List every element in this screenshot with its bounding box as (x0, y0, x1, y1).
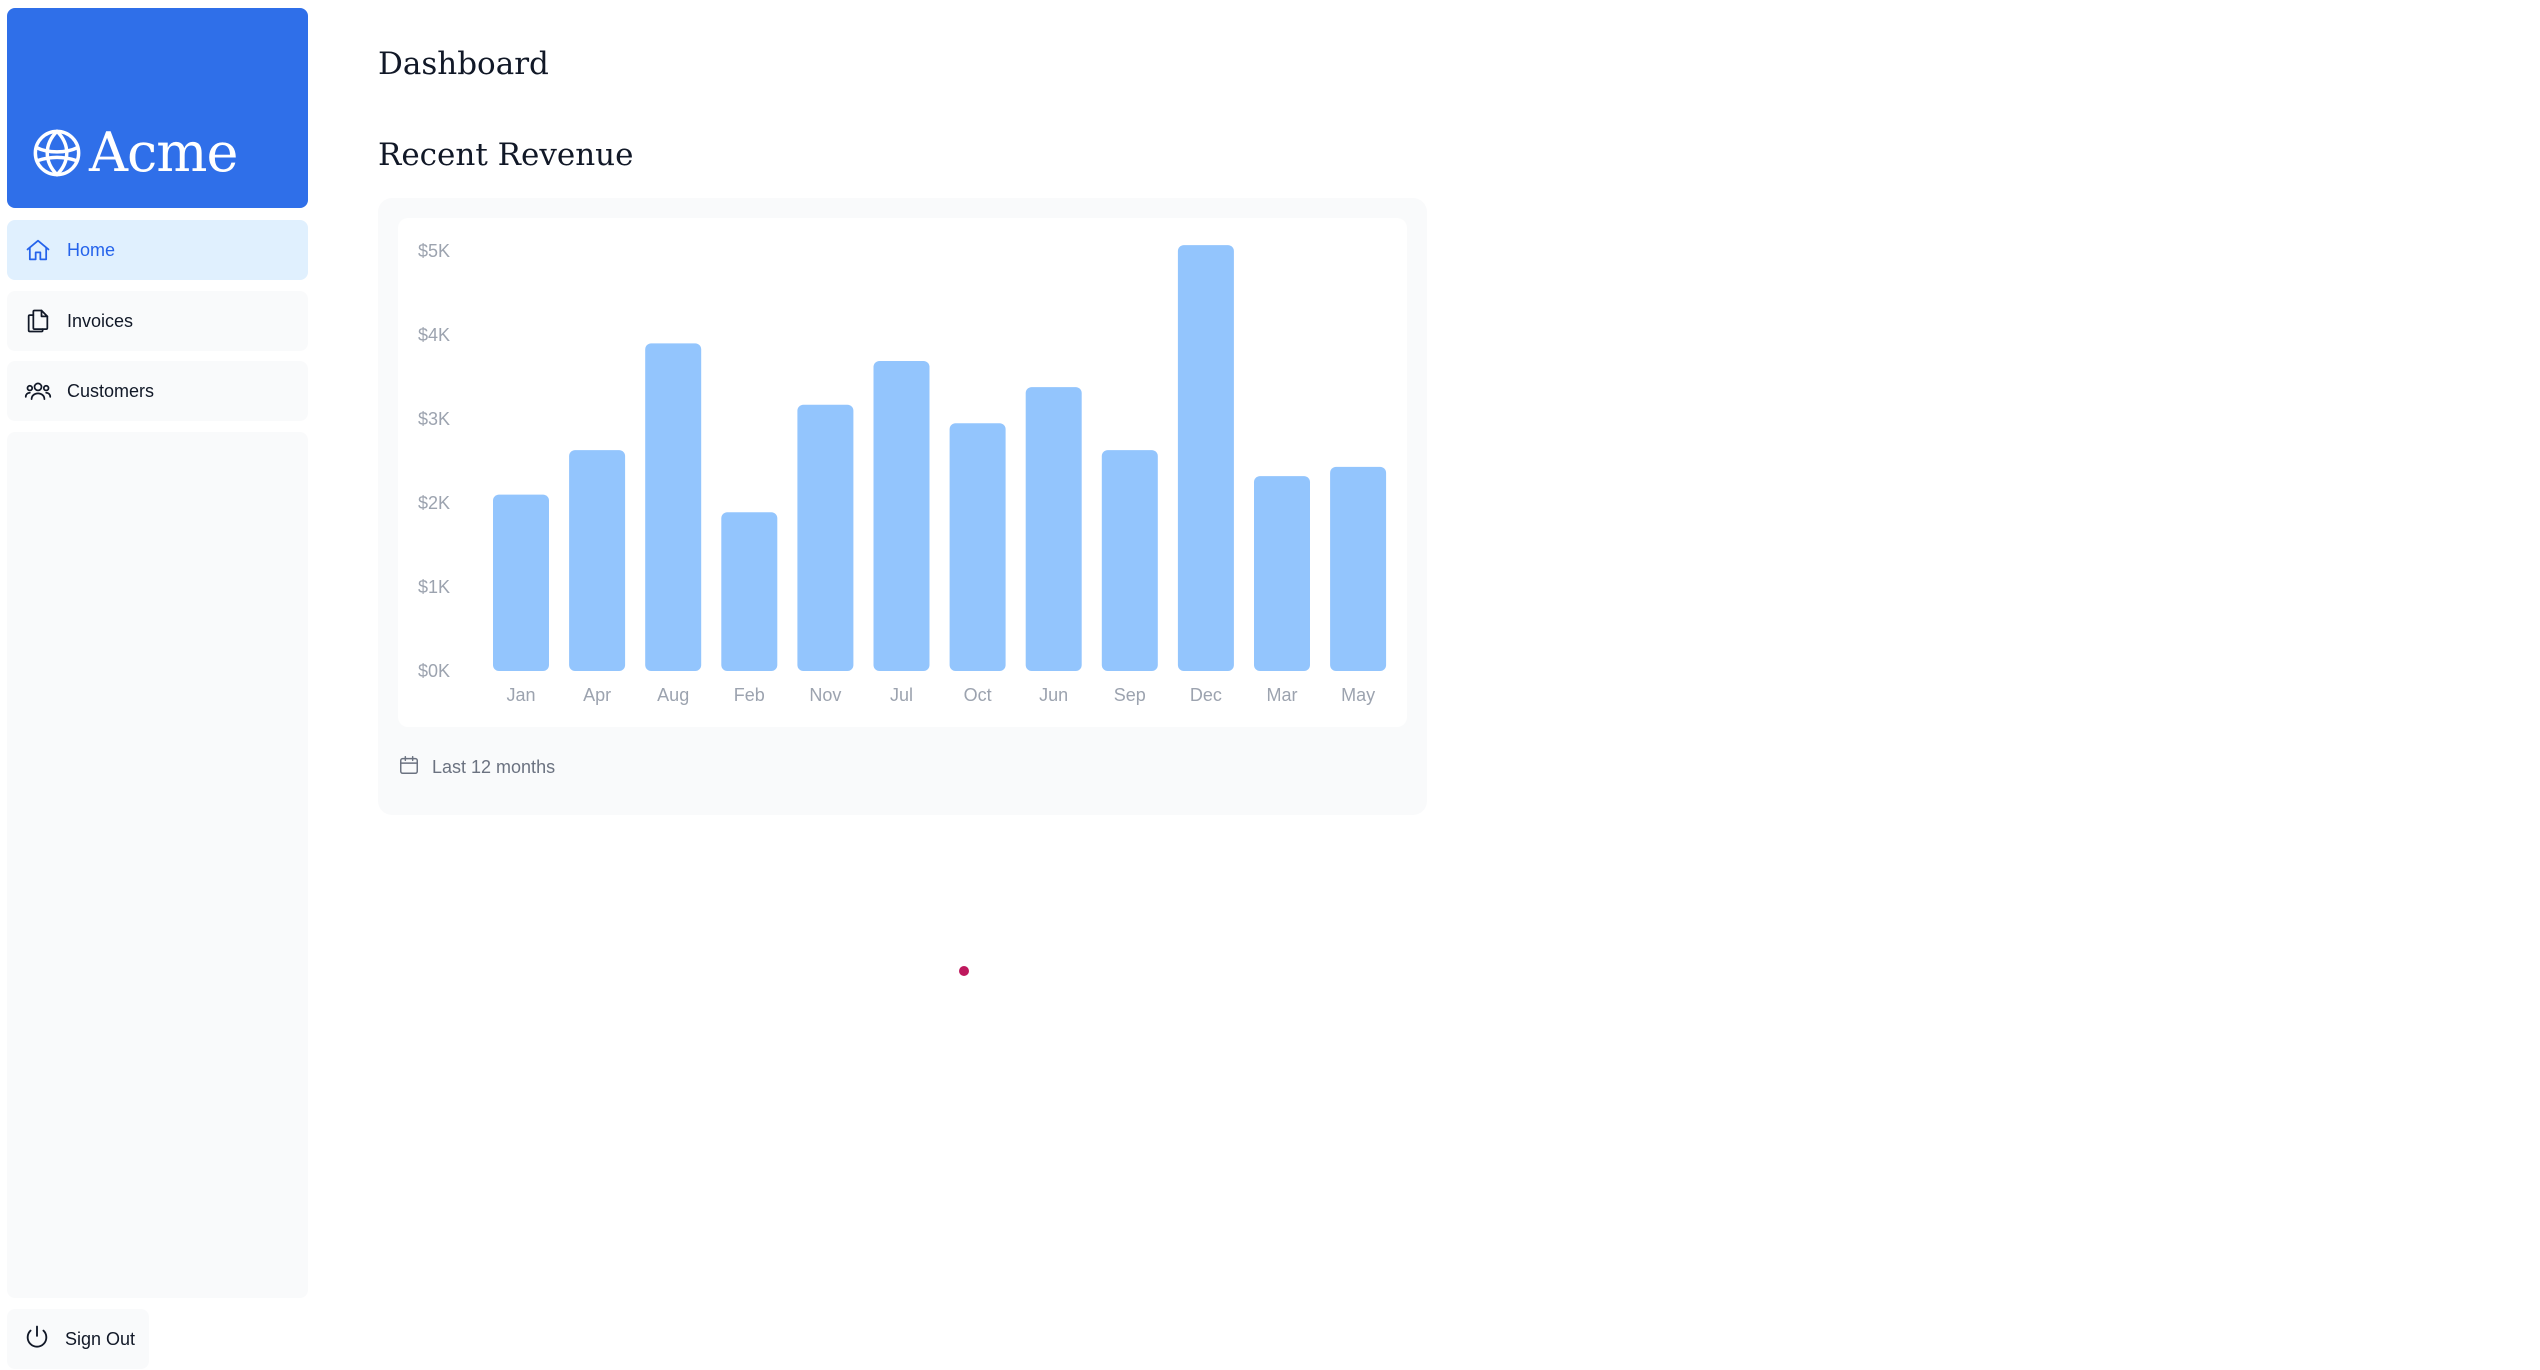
revenue-card-footer: Last 12 months (398, 754, 555, 781)
y-axis-tick-label: $1K (418, 577, 450, 597)
brand-logo: Acme (31, 121, 238, 184)
revenue-section-title: Recent Revenue (378, 137, 634, 173)
x-axis-tick-label: Oct (964, 685, 992, 705)
x-axis-tick-label: Jun (1039, 685, 1068, 705)
y-axis-tick-label: $2K (418, 493, 450, 513)
revenue-bar-mar (1254, 476, 1310, 671)
revenue-chart-svg: $5K $4K $3K $2K $1K $0K Jan Apr Aug Feb Nov Jul Oct J… (418, 241, 1387, 705)
sidebar-item-home[interactable]: Home (7, 220, 308, 280)
x-axis-tick-label: Aug (657, 685, 689, 705)
brand-name: Acme (89, 121, 238, 184)
x-axis-tick-label: Nov (809, 685, 841, 705)
sidebar-spacer (7, 432, 308, 1298)
sign-out-button[interactable]: Sign Out (7, 1309, 149, 1369)
x-axis-tick-label: Jan (506, 685, 535, 705)
revenue-card: $5K $4K $3K $2K $1K $0K Jan Apr Aug Feb Nov Jul Oct J… (378, 198, 1427, 815)
revenue-bar-apr (569, 450, 626, 671)
revenue-bar-sep (1101, 450, 1158, 671)
y-axis-tick-label: $5K (418, 241, 450, 261)
y-axis-tick-label: $0K (418, 661, 450, 681)
revenue-bar-may (1330, 466, 1387, 671)
sidebar-item-invoices[interactable]: Invoices (7, 291, 308, 351)
x-axis-tick-label: Apr (583, 685, 611, 705)
revenue-bar-feb (721, 512, 778, 671)
revenue-bar-jun (1025, 387, 1082, 671)
documents-icon (23, 306, 53, 336)
sidebar-item-label: Invoices (67, 310, 134, 331)
revenue-bar-nov (797, 404, 854, 671)
revenue-bar-dec (1177, 245, 1234, 671)
x-axis-tick-label: Sep (1114, 685, 1146, 705)
x-axis-tick-label: Jul (890, 685, 913, 705)
x-axis-tick-label: May (1341, 685, 1375, 705)
sidebar-item-label: Home (67, 239, 116, 260)
revenue-bar-jul (873, 361, 930, 671)
revenue-bar-oct (949, 423, 1006, 671)
home-icon (23, 235, 53, 265)
brand-logo-link[interactable]: Acme (7, 8, 308, 208)
x-axis-tick-label: Dec (1190, 685, 1222, 705)
revenue-bar-aug (645, 343, 702, 671)
calendar-icon (398, 754, 420, 781)
globe-icon (31, 127, 83, 179)
cursor-indicator (959, 966, 969, 976)
sign-out-label: Sign Out (65, 1328, 136, 1349)
y-axis-tick-label: $3K (418, 409, 450, 429)
y-axis-tick-label: $4K (418, 325, 450, 345)
sidebar: Acme Home Invoices (7, 8, 308, 1369)
revenue-chart: $5K $4K $3K $2K $1K $0K Jan Apr Aug Feb Nov Jul Oct J… (398, 218, 1407, 727)
page-title: Dashboard (378, 46, 549, 82)
users-icon (23, 376, 53, 406)
x-axis-tick-label: Feb (734, 685, 765, 705)
revenue-period-label: Last 12 months (432, 757, 556, 777)
power-icon (23, 1323, 51, 1356)
revenue-bar-jan (493, 494, 549, 671)
sidebar-item-customers[interactable]: Customers (7, 361, 308, 421)
sidebar-item-label: Customers (67, 380, 155, 401)
x-axis-tick-label: Mar (1267, 685, 1298, 705)
